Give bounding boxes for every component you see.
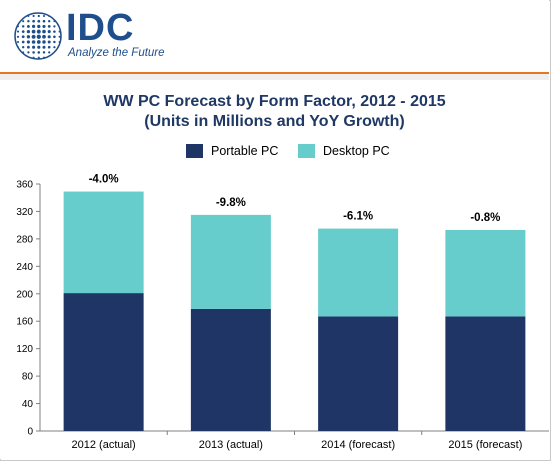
bar-portable-pc: [190, 308, 271, 431]
globe-dot: [32, 19, 35, 23]
globe-dot: [42, 14, 46, 18]
legend-item-desktop: Desktop PC: [298, 143, 390, 159]
bar-desktop-pc: [318, 228, 399, 317]
y-tick-label: 120: [16, 344, 33, 355]
globe-dot: [26, 35, 31, 39]
legend-swatch-portable: [186, 144, 203, 158]
globe-dot: [48, 20, 51, 23]
globe-dot: [42, 29, 46, 34]
legend-label-desktop: Desktop PC: [323, 144, 390, 158]
y-tick-label: 240: [16, 262, 33, 273]
chart-subtitle: (Units in Millions and YoY Growth): [144, 113, 405, 130]
y-tick-label: 320: [16, 207, 33, 218]
globe-dot: [21, 25, 25, 28]
yoy-growth-label: -0.8%: [470, 212, 500, 224]
legend-item-portable: Portable PC: [186, 143, 278, 159]
chart-title: WW PC Forecast by Form Factor, 2012 - 20…: [103, 93, 446, 110]
globe-dot: [47, 25, 51, 28]
header: IDC Analyze the Future: [0, 0, 549, 72]
globe-dot: [26, 29, 31, 34]
bar-desktop-pc: [190, 214, 271, 309]
globe-dot: [37, 14, 40, 18]
globe-dot: [53, 35, 56, 39]
globe-dot: [31, 34, 36, 39]
globe-dot: [32, 45, 36, 49]
globe-dot: [48, 51, 51, 54]
globe-dot: [42, 40, 46, 44]
globe-dot: [26, 24, 30, 28]
globe-dot: [58, 35, 61, 38]
globe-dot: [22, 46, 25, 49]
header-accent-rule: [0, 72, 549, 74]
globe-dot: [16, 30, 20, 33]
x-category-label: 2015 (forecast): [448, 439, 522, 451]
x-category-label: 2014 (forecast): [321, 439, 395, 451]
globe-dot: [21, 35, 25, 39]
globe-dot: [26, 40, 30, 44]
bar-desktop-pc: [63, 191, 144, 294]
yoy-growth-label: -6.1%: [343, 211, 373, 223]
globe-dot: [53, 30, 56, 33]
globe-dot: [16, 35, 20, 38]
bar-portable-pc: [318, 316, 399, 431]
globe-dot: [37, 51, 41, 54]
y-tick-label: 160: [16, 317, 33, 328]
idc-globe-icon: [14, 12, 62, 60]
globe-dot: [21, 30, 25, 33]
globe-dot: [42, 45, 46, 49]
chart-title-block: WW PC Forecast by Form Factor, 2012 - 20…: [0, 92, 549, 132]
y-tick-label: 280: [16, 234, 33, 245]
globe-dot: [32, 14, 35, 18]
globe-dot: [31, 40, 36, 44]
x-category-label: 2012 (actual): [72, 439, 136, 451]
globe-dot: [16, 40, 20, 44]
chart-legend: Portable PC Desktop PC: [0, 143, 549, 159]
globe-dot: [21, 40, 25, 44]
yoy-growth-label: -9.8%: [216, 197, 246, 209]
globe-dot: [37, 45, 41, 49]
header-shadow-rule: [0, 74, 549, 80]
legend-swatch-desktop: [298, 144, 315, 158]
globe-dot: [31, 29, 36, 34]
y-tick-label: 0: [27, 427, 33, 438]
globe-dot: [42, 19, 46, 23]
globe-dot: [53, 46, 56, 49]
y-tick-label: 80: [22, 372, 34, 383]
globe-dot: [47, 40, 51, 44]
globe-dot: [37, 56, 40, 59]
globe-dot: [36, 29, 41, 34]
globe-dot: [22, 20, 25, 23]
globe-dot: [53, 40, 56, 44]
idc-logo-text: IDC: [66, 7, 135, 49]
globe-dot: [47, 30, 51, 34]
globe-dot: [42, 51, 46, 54]
globe-dot: [53, 25, 56, 28]
bar-portable-pc: [445, 316, 526, 431]
globe-dot: [42, 34, 46, 39]
y-tick-label: 40: [22, 399, 34, 410]
globe-dot: [47, 45, 51, 49]
globe-dot: [47, 35, 51, 39]
globe-dot: [27, 19, 30, 23]
x-category-label: 2013 (actual): [199, 439, 263, 451]
globe-dot: [36, 34, 41, 39]
y-tick-label: 200: [16, 289, 33, 300]
legend-label-portable: Portable PC: [211, 144, 279, 158]
idc-tagline: Analyze the Future: [68, 47, 165, 59]
globe-dot: [37, 24, 41, 29]
y-tick-label: 360: [16, 180, 33, 191]
bar-desktop-pc: [445, 229, 526, 317]
bar-portable-pc: [63, 293, 144, 431]
globe-dot: [36, 40, 41, 44]
globe-dot: [31, 24, 36, 29]
globe-dot: [37, 19, 41, 23]
globe-dot: [32, 51, 35, 54]
yoy-growth-label: -4.0%: [89, 174, 119, 186]
globe-dot: [27, 45, 30, 49]
globe-dot: [27, 51, 30, 54]
globe-dot: [42, 24, 46, 28]
